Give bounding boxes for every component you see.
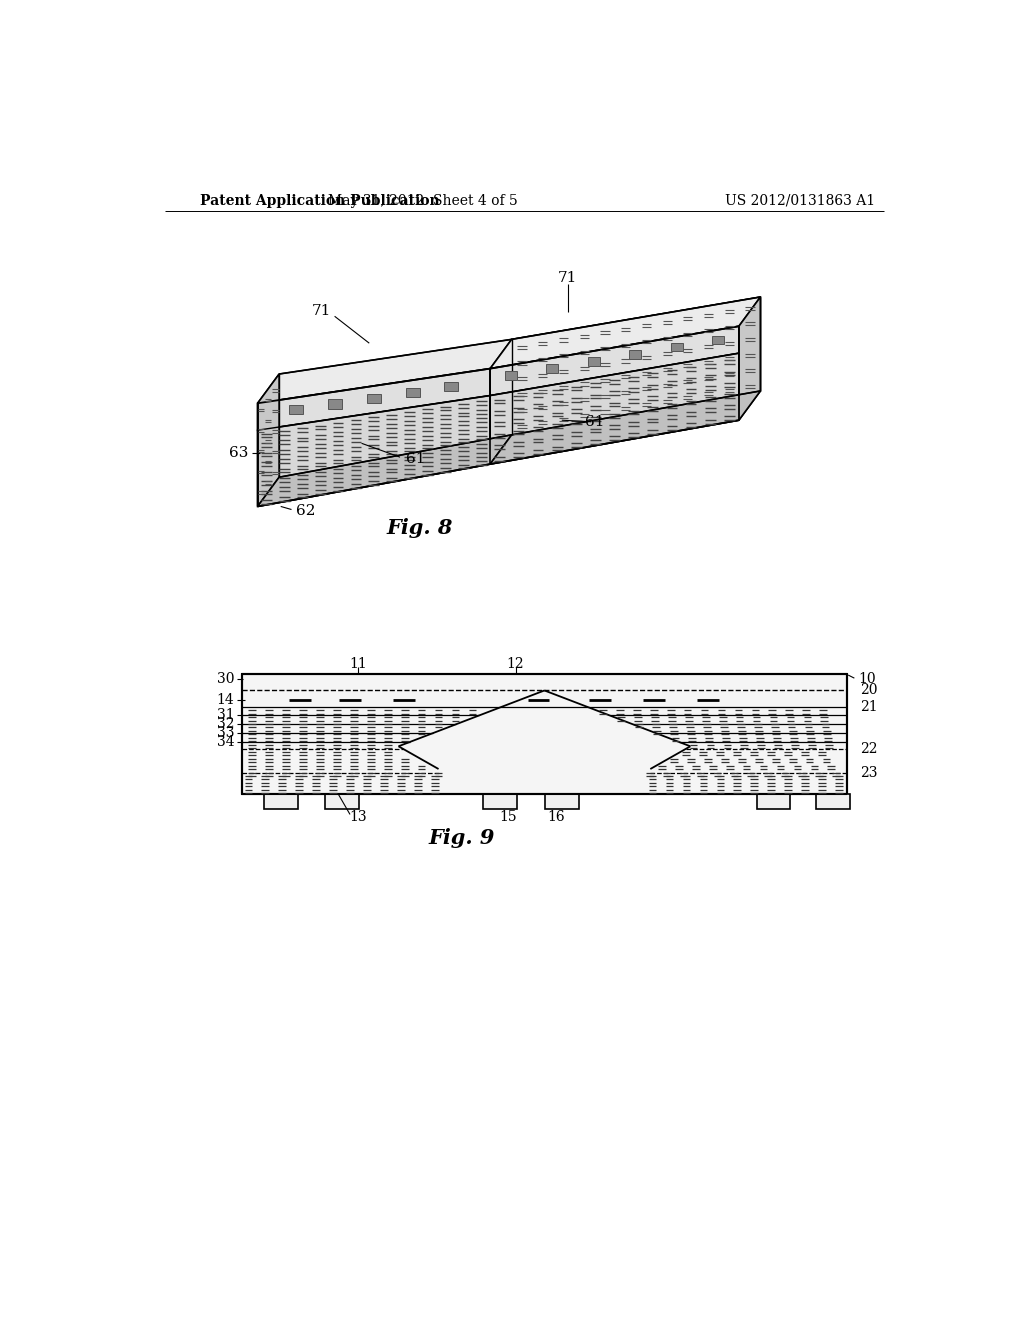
Polygon shape bbox=[367, 393, 381, 403]
Polygon shape bbox=[490, 326, 739, 396]
Polygon shape bbox=[816, 793, 850, 809]
Text: US 2012/0131863 A1: US 2012/0131863 A1 bbox=[725, 194, 876, 207]
Text: 23: 23 bbox=[860, 766, 878, 780]
Text: 13: 13 bbox=[349, 809, 367, 824]
Polygon shape bbox=[545, 793, 579, 809]
Text: 71: 71 bbox=[312, 304, 331, 318]
Text: 14: 14 bbox=[217, 693, 234, 708]
Polygon shape bbox=[258, 434, 512, 507]
Polygon shape bbox=[243, 675, 847, 793]
Text: 61: 61 bbox=[406, 451, 425, 466]
Text: Patent Application Publication: Patent Application Publication bbox=[200, 194, 439, 207]
Polygon shape bbox=[712, 337, 724, 345]
Polygon shape bbox=[490, 391, 761, 465]
Text: 12: 12 bbox=[507, 656, 524, 671]
Text: May 31, 2012  Sheet 4 of 5: May 31, 2012 Sheet 4 of 5 bbox=[329, 194, 518, 207]
Polygon shape bbox=[290, 405, 303, 414]
Polygon shape bbox=[329, 400, 342, 409]
Text: 32: 32 bbox=[217, 717, 234, 731]
Text: 30: 30 bbox=[217, 672, 234, 686]
Text: 15: 15 bbox=[499, 809, 517, 824]
Text: 71: 71 bbox=[557, 271, 577, 285]
Text: 11: 11 bbox=[349, 656, 367, 671]
Polygon shape bbox=[546, 364, 558, 372]
Text: 10: 10 bbox=[858, 672, 876, 686]
Text: 62: 62 bbox=[296, 504, 315, 517]
Text: 20: 20 bbox=[860, 682, 878, 697]
Text: 16: 16 bbox=[548, 809, 565, 824]
Text: 33: 33 bbox=[217, 726, 234, 741]
Text: Fig. 9: Fig. 9 bbox=[428, 829, 495, 849]
Polygon shape bbox=[588, 358, 600, 366]
Text: 31: 31 bbox=[217, 709, 234, 722]
Polygon shape bbox=[444, 381, 459, 391]
Polygon shape bbox=[258, 339, 512, 404]
Text: 34: 34 bbox=[217, 735, 234, 748]
Polygon shape bbox=[512, 297, 761, 434]
Polygon shape bbox=[258, 368, 490, 430]
Polygon shape bbox=[258, 396, 490, 507]
Text: 63: 63 bbox=[229, 446, 249, 461]
Polygon shape bbox=[264, 793, 298, 809]
Text: 21: 21 bbox=[860, 700, 879, 714]
Text: 22: 22 bbox=[860, 742, 878, 755]
Polygon shape bbox=[505, 371, 517, 380]
Polygon shape bbox=[629, 350, 641, 359]
Text: 61: 61 bbox=[585, 414, 604, 429]
Text: Fig. 8: Fig. 8 bbox=[386, 517, 453, 539]
Polygon shape bbox=[490, 354, 739, 465]
Polygon shape bbox=[406, 388, 420, 397]
Polygon shape bbox=[258, 374, 280, 507]
Polygon shape bbox=[326, 793, 359, 809]
Polygon shape bbox=[483, 793, 517, 809]
Polygon shape bbox=[671, 343, 683, 351]
Polygon shape bbox=[739, 297, 761, 420]
Polygon shape bbox=[757, 793, 791, 809]
Polygon shape bbox=[490, 297, 761, 368]
